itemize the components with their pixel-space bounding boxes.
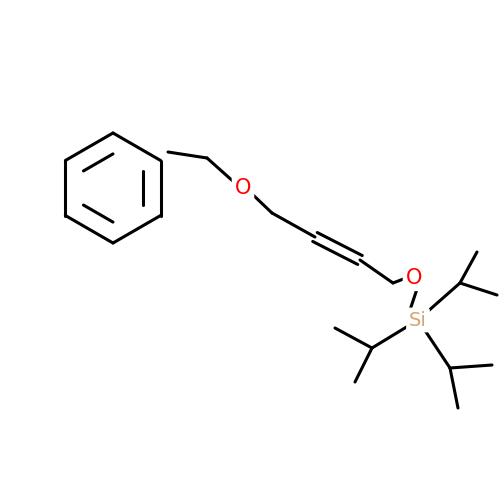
Text: O: O <box>235 178 251 198</box>
Text: O: O <box>406 268 422 288</box>
Text: Si: Si <box>409 310 427 330</box>
